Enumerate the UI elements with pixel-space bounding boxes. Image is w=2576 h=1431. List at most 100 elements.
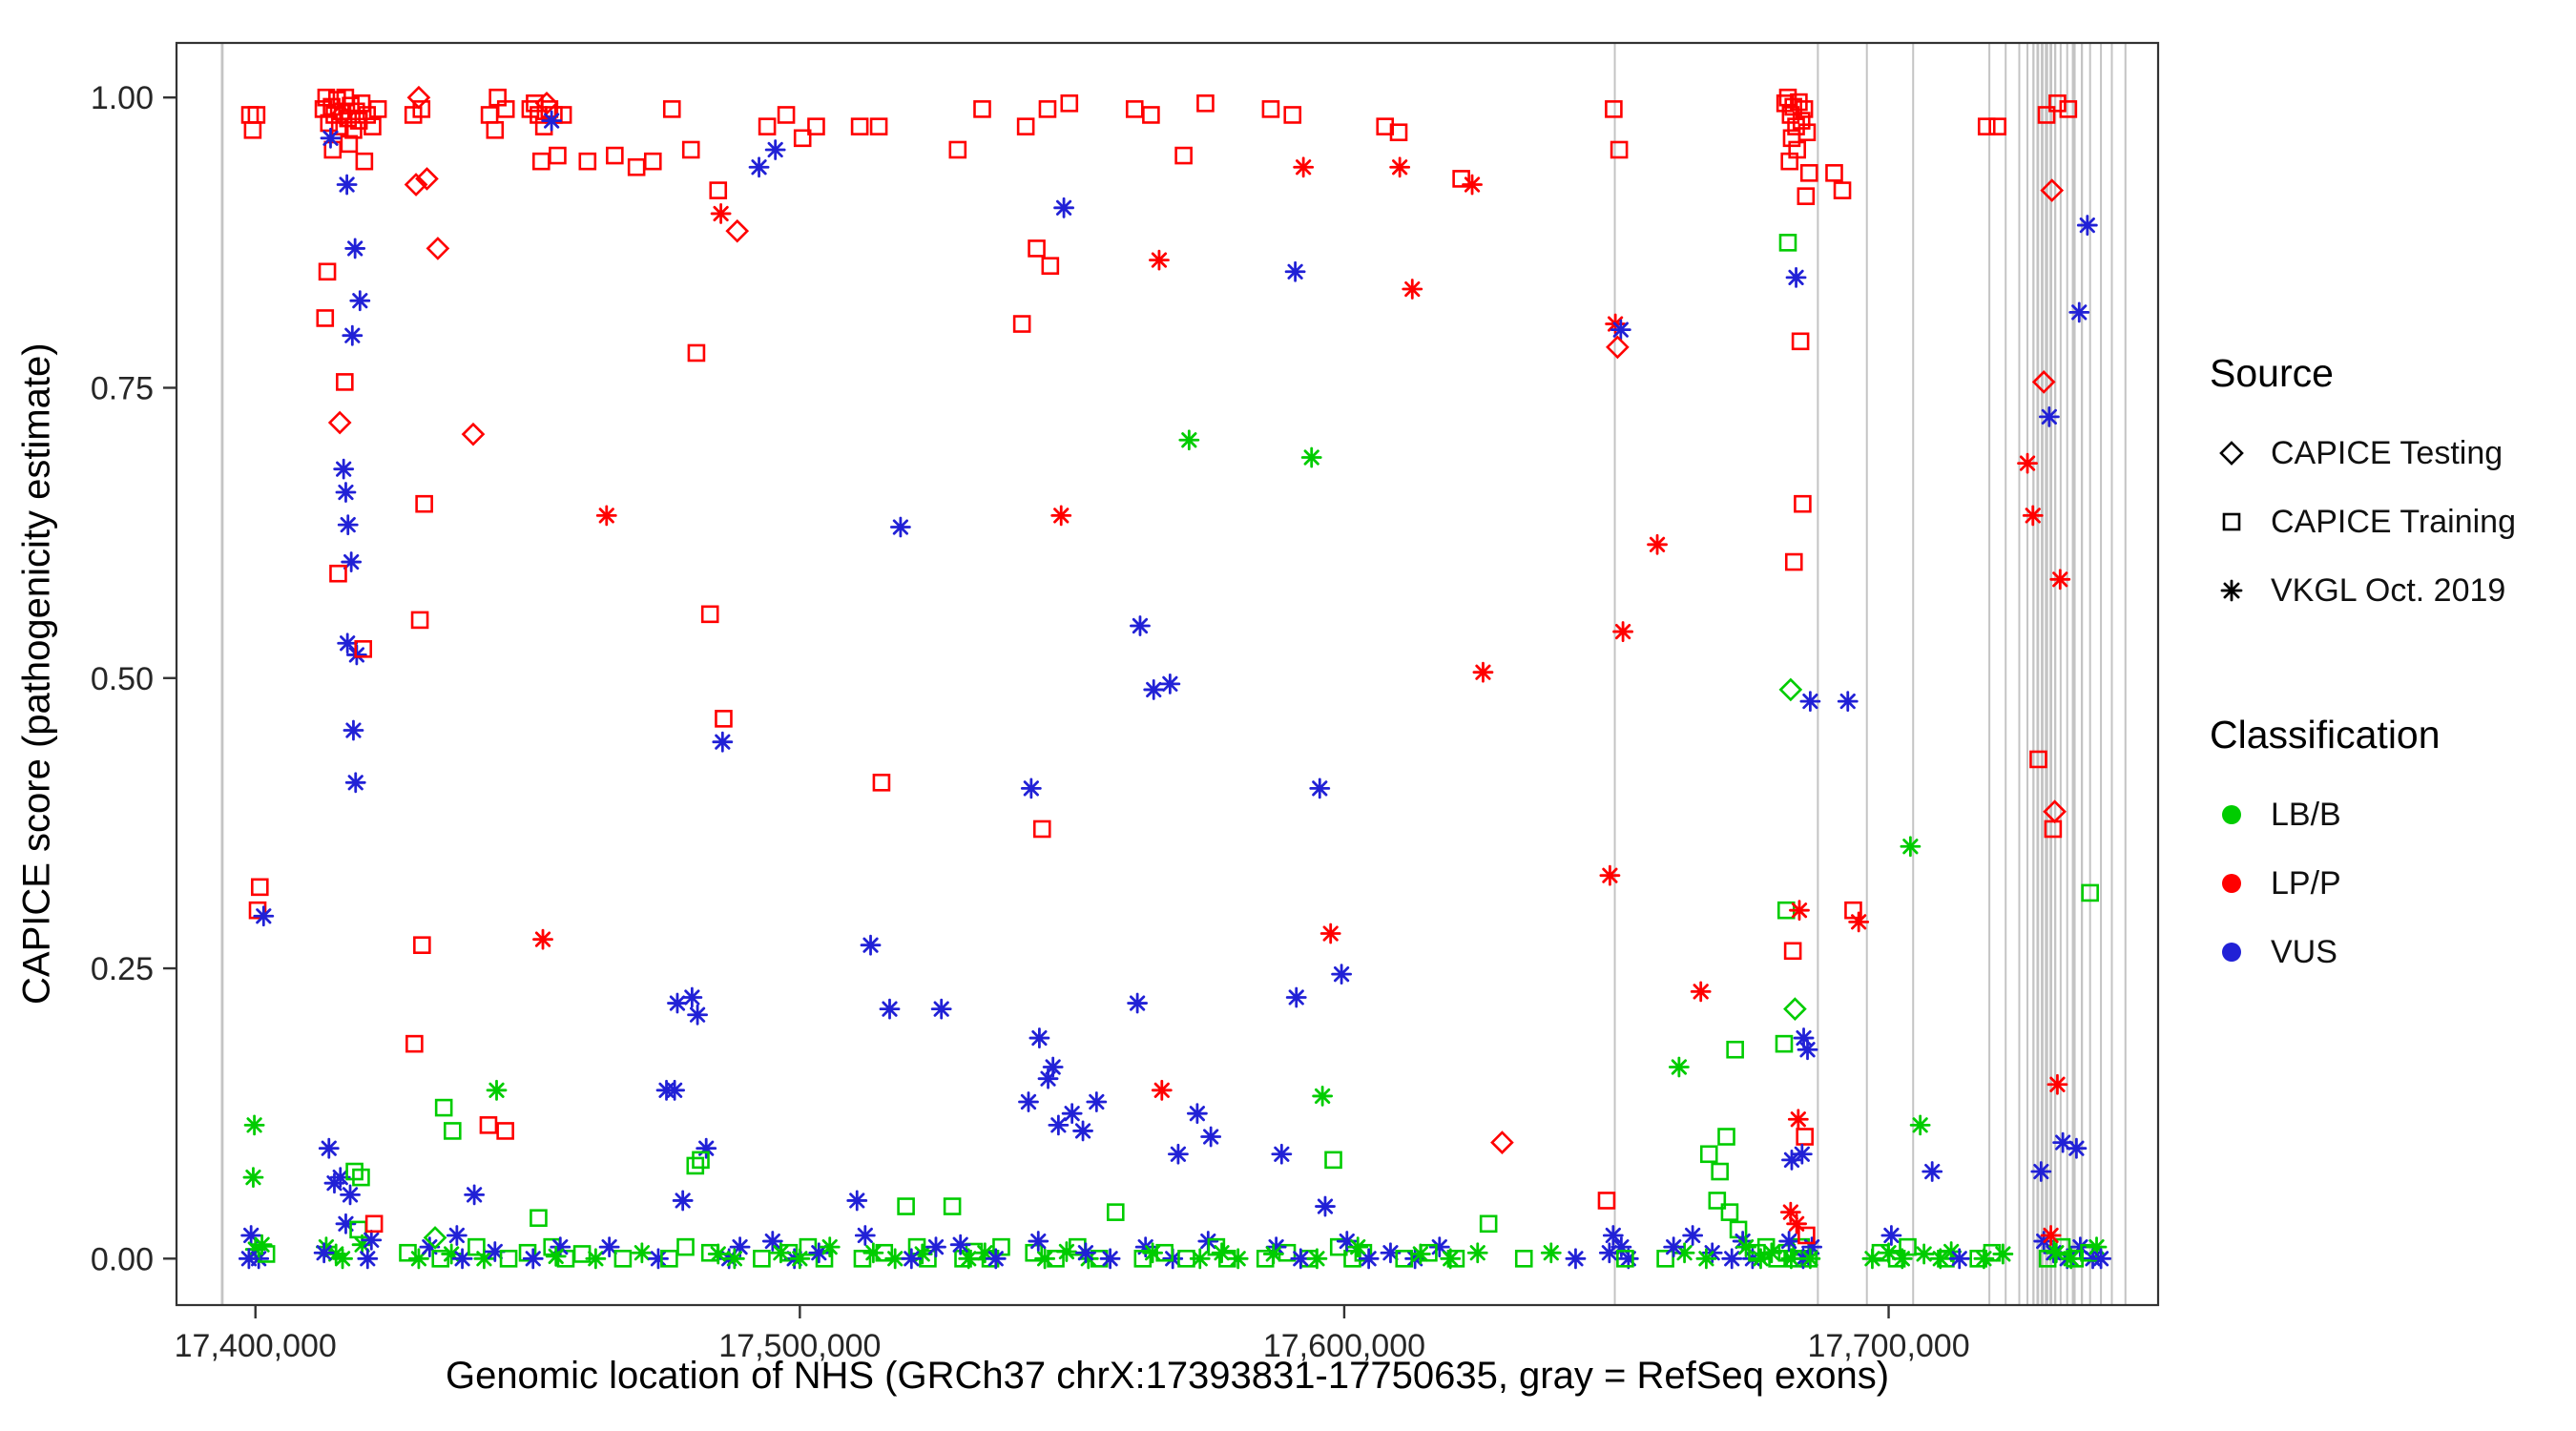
data-point-square xyxy=(897,1197,915,1215)
data-point-square xyxy=(681,140,700,159)
data-point-asterisk xyxy=(1306,1248,1328,1270)
data-point-asterisk xyxy=(648,1248,669,1270)
data-point-asterisk xyxy=(930,998,952,1020)
legend-key xyxy=(2210,569,2254,612)
legend-key xyxy=(2210,431,2254,475)
data-point-asterisk xyxy=(1599,864,1621,886)
data-point-square xyxy=(413,936,431,954)
data-point-asterisk xyxy=(1791,1143,1813,1165)
data-point-asterisk xyxy=(1900,836,1922,858)
data-point-asterisk xyxy=(1389,156,1411,178)
legend-label: VUS xyxy=(2271,933,2337,970)
data-point-asterisk xyxy=(846,1190,868,1212)
data-point-asterisk xyxy=(687,1004,708,1026)
data-point-asterisk xyxy=(1168,1143,1189,1165)
data-point-square xyxy=(1748,1243,1766,1262)
data-point-square xyxy=(340,135,359,154)
data-point-square xyxy=(758,117,777,135)
data-point-square xyxy=(1012,315,1031,333)
data-point-diamond xyxy=(329,103,354,127)
data-point-square xyxy=(1106,1203,1125,1221)
data-point-square xyxy=(352,1168,370,1187)
data-point-square xyxy=(1452,170,1470,188)
refseq-exon-band xyxy=(2005,43,2007,1305)
refseq-exon-band xyxy=(2032,43,2035,1305)
legend-classification-group: Classification LB/B LP/P VUS xyxy=(2210,713,2572,986)
legend-source-group: Source CAPICE Testing CAPICE Training VKGL… xyxy=(2210,351,2572,625)
data-point-asterisk xyxy=(1735,1236,1756,1258)
data-point-asterisk xyxy=(1151,1079,1173,1101)
data-point-asterisk xyxy=(1799,1248,1821,1270)
data-point-asterisk xyxy=(1284,260,1306,282)
data-point-square xyxy=(793,129,812,148)
data-point-square xyxy=(1797,123,1817,142)
refseq-exon-band xyxy=(2100,43,2103,1305)
data-point-asterisk xyxy=(1612,621,1633,642)
data-point-square xyxy=(676,1237,695,1256)
legend-item-class-2: VUS xyxy=(2210,918,2572,986)
refseq-exon-band xyxy=(2018,43,2021,1305)
data-point-asterisk xyxy=(333,458,355,480)
x-axis-title: Genomic location of NHS (GRCh37 chrX:173… xyxy=(445,1355,1890,1397)
data-point-square xyxy=(692,1151,710,1170)
data-point-square xyxy=(1196,93,1215,113)
data-point-square xyxy=(1794,494,1812,513)
data-point-asterisk xyxy=(1780,1248,1802,1270)
data-point-asterisk xyxy=(664,1079,686,1101)
data-point-asterisk xyxy=(2038,406,2060,427)
data-point-asterisk xyxy=(451,1248,473,1270)
data-point-asterisk xyxy=(2046,1073,2068,1095)
data-point-asterisk xyxy=(1178,429,1200,451)
data-point-square xyxy=(2081,883,2099,902)
data-point-asterisk xyxy=(2017,452,2038,474)
legend-label: CAPICE Testing xyxy=(2271,434,2503,471)
data-point-square xyxy=(1791,332,1810,351)
data-point-asterisk xyxy=(1409,1243,1431,1265)
data-point-asterisk xyxy=(545,1245,567,1267)
data-point-asterisk xyxy=(1331,964,1352,985)
data-point-square xyxy=(1797,187,1816,205)
data-point-asterisk xyxy=(1211,1242,1233,1264)
data-point-asterisk xyxy=(486,1079,508,1101)
data-point-square xyxy=(1597,1192,1616,1210)
data-point-asterisk xyxy=(253,905,275,927)
data-point-asterisk xyxy=(361,1229,383,1251)
data-point-square xyxy=(368,100,387,118)
data-point-diamond xyxy=(1783,997,1807,1021)
data-point-diamond xyxy=(1778,677,1803,702)
legend-label: CAPICE Training xyxy=(2271,503,2516,540)
data-point-asterisk xyxy=(1778,1231,1800,1252)
data-point-square xyxy=(1756,1237,1776,1256)
data-point-square xyxy=(412,100,431,118)
data-point-asterisk xyxy=(761,1231,783,1252)
data-point-asterisk xyxy=(1018,1091,1039,1112)
data-point-square xyxy=(2052,1237,2071,1256)
data-point-square xyxy=(2029,750,2047,769)
legend-label: LP/P xyxy=(2271,864,2341,902)
data-point-asterisk xyxy=(336,174,358,196)
data-point-diamond xyxy=(327,410,352,435)
data-point-asterisk xyxy=(1610,319,1631,341)
data-point-diamond xyxy=(2040,178,2065,202)
data-point-asterisk xyxy=(2046,1242,2067,1264)
data-point-square xyxy=(243,120,262,139)
data-point-asterisk xyxy=(985,1248,1007,1270)
legend: Source CAPICE Testing CAPICE Training VKGL… xyxy=(2210,351,2572,986)
data-point-square xyxy=(1283,106,1302,124)
data-point-square xyxy=(467,1237,486,1256)
data-point-square xyxy=(1324,1151,1342,1170)
data-point-asterisk xyxy=(1913,1243,1935,1265)
refseq-exon-band xyxy=(1817,43,1819,1305)
data-point-asterisk xyxy=(667,992,688,1014)
data-point-square xyxy=(1207,1237,1226,1256)
data-point-diamond xyxy=(461,422,486,446)
data-point-square xyxy=(660,1250,678,1268)
data-point-asterisk xyxy=(1309,778,1331,799)
data-point-asterisk xyxy=(1789,900,1810,922)
data-point-asterisk xyxy=(2060,1248,2082,1270)
data-point-asterisk xyxy=(884,1248,906,1270)
data-point-asterisk xyxy=(949,1234,971,1255)
data-point-square xyxy=(687,343,706,363)
data-point-square xyxy=(1354,1243,1373,1262)
data-point-square xyxy=(1376,117,1395,135)
